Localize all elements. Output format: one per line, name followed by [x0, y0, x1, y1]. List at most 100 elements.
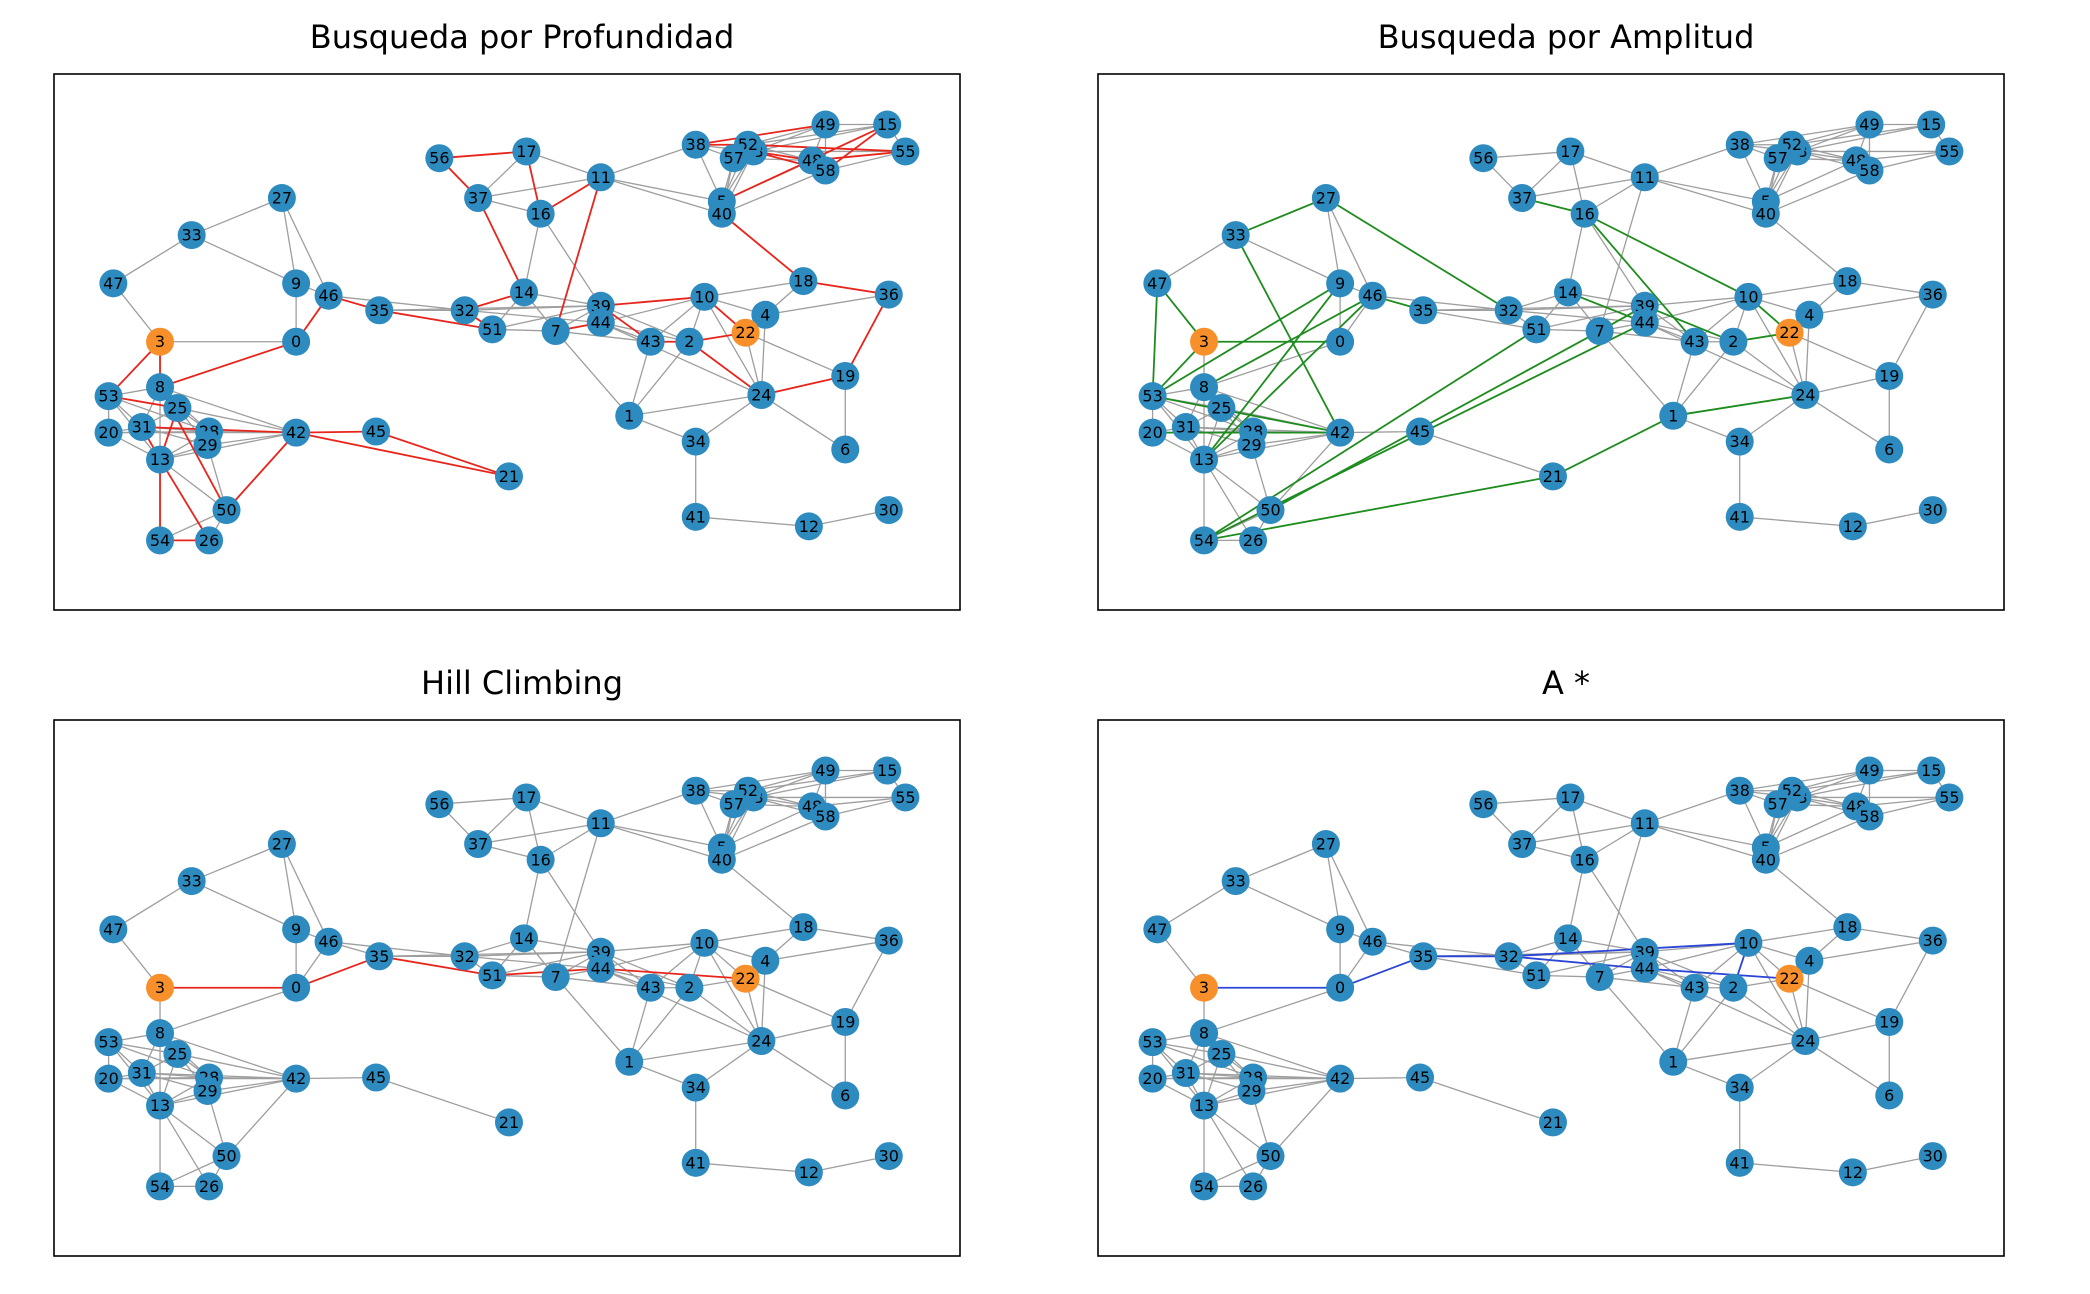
- node-circle: [177, 221, 206, 250]
- graph-node: 22: [1775, 964, 1804, 993]
- graph-canvas: 0123456789101112131415161718192021222324…: [1097, 73, 2005, 611]
- node-label: 46: [318, 286, 338, 305]
- graph-edge: [464, 309, 601, 324]
- node-circle: [146, 526, 175, 555]
- node-label: 42: [1330, 1069, 1350, 1088]
- node-circle: [1680, 327, 1709, 356]
- node-label: 44: [1635, 313, 1655, 332]
- node-circle: [362, 1063, 391, 1092]
- graph-edge: [191, 197, 283, 236]
- graph-edge: [1789, 332, 1890, 377]
- node-label: 1: [1668, 1052, 1678, 1071]
- node-label: 17: [516, 788, 536, 807]
- graph-edge: [1733, 987, 1806, 1042]
- graph-node: 32: [1494, 296, 1523, 325]
- node-label: 6: [1884, 1086, 1894, 1105]
- node-circle: [690, 282, 719, 311]
- node-label: 53: [98, 387, 118, 406]
- node-label: 51: [1526, 966, 1546, 985]
- graph-node: 35: [365, 296, 394, 325]
- node-circle: [1469, 144, 1498, 173]
- search-path-edge: [803, 280, 889, 296]
- node-circle: [747, 381, 776, 410]
- node-circle: [1190, 1172, 1219, 1201]
- node-circle: [163, 393, 192, 422]
- graph-node: 47: [99, 915, 128, 944]
- node-label: 0: [291, 332, 301, 351]
- graph-node: 25: [163, 1039, 192, 1068]
- node-label: 10: [694, 933, 714, 952]
- node-label: 33: [182, 226, 202, 245]
- node-label: 25: [1211, 1044, 1231, 1063]
- graph-node: 37: [464, 830, 493, 859]
- node-label: 56: [1473, 795, 1493, 814]
- graph-node: 19: [1875, 1007, 1904, 1036]
- node-label: 47: [1147, 274, 1167, 293]
- graph-edge: [1805, 1040, 1890, 1097]
- node-circle: [1875, 435, 1904, 464]
- graph-edge: [1644, 176, 1766, 203]
- graph-node: 13: [1190, 1091, 1219, 1120]
- node-circle: [1522, 315, 1551, 344]
- node-circle: [1791, 1027, 1820, 1056]
- node-label: 3: [155, 978, 165, 997]
- node-label: 40: [1756, 850, 1776, 869]
- graph-node: 54: [1190, 526, 1219, 555]
- graph-node: 27: [1311, 184, 1340, 213]
- graph-edge: [1739, 516, 1853, 528]
- node-circle: [541, 963, 570, 992]
- graph-edge: [1644, 322, 1806, 396]
- graph-edge: [600, 176, 722, 203]
- node-circle: [874, 280, 903, 309]
- node-circle: [1554, 924, 1583, 953]
- graph-node: 26: [195, 526, 224, 555]
- node-circle: [681, 427, 710, 456]
- node-label: 43: [1684, 332, 1704, 351]
- graph-node: 30: [1918, 1142, 1947, 1171]
- node-circle: [1585, 317, 1614, 346]
- node-circle: [675, 973, 704, 1002]
- node-circle: [873, 756, 902, 785]
- graph-edge: [540, 213, 602, 307]
- node-label: 13: [1194, 1096, 1214, 1115]
- graph-edge: [1673, 1040, 1806, 1063]
- node-circle: [212, 496, 241, 525]
- node-label: 55: [1939, 788, 1959, 807]
- node-label: 31: [132, 418, 152, 437]
- graph-node: 14: [510, 924, 539, 953]
- node-label: 3: [1199, 332, 1209, 351]
- node-label: 14: [514, 283, 534, 302]
- node-circle: [1554, 278, 1583, 307]
- graph-node: 54: [146, 1172, 175, 1201]
- node-circle: [873, 110, 902, 139]
- node-label: 57: [724, 795, 744, 814]
- node-circle: [831, 435, 860, 464]
- node-circle: [690, 928, 719, 957]
- graph-edge: [281, 197, 330, 296]
- graph-edge: [478, 176, 601, 199]
- panel-depth-first-search: Busqueda por Profundidad 012345678910111…: [0, 0, 1044, 646]
- node-circle: [1326, 418, 1355, 447]
- graph-node: 35: [1409, 942, 1438, 971]
- graph-node: 3: [146, 327, 175, 356]
- node-circle: [1630, 308, 1659, 337]
- graph-edge: [1809, 293, 1933, 316]
- graph-node: 29: [1237, 1076, 1266, 1105]
- graph-edge: [1157, 234, 1237, 284]
- node-circle: [1763, 790, 1792, 819]
- node-label: 29: [197, 1081, 217, 1100]
- graph-node: 18: [789, 267, 818, 296]
- node-circle: [719, 144, 748, 173]
- node-label: 41: [686, 1153, 706, 1172]
- node-circle: [94, 1064, 123, 1093]
- node-circle: [1326, 269, 1355, 298]
- graph-node: 43: [1680, 327, 1709, 356]
- graph-edge: [1203, 1078, 1341, 1107]
- graph-node: 36: [874, 926, 903, 955]
- node-label: 12: [1843, 1163, 1863, 1182]
- node-label: 30: [1923, 501, 1943, 520]
- graph-edge: [1599, 330, 1674, 417]
- node-label: 38: [686, 781, 706, 800]
- node-label: 45: [1410, 1068, 1430, 1087]
- node-label: 25: [167, 1044, 187, 1063]
